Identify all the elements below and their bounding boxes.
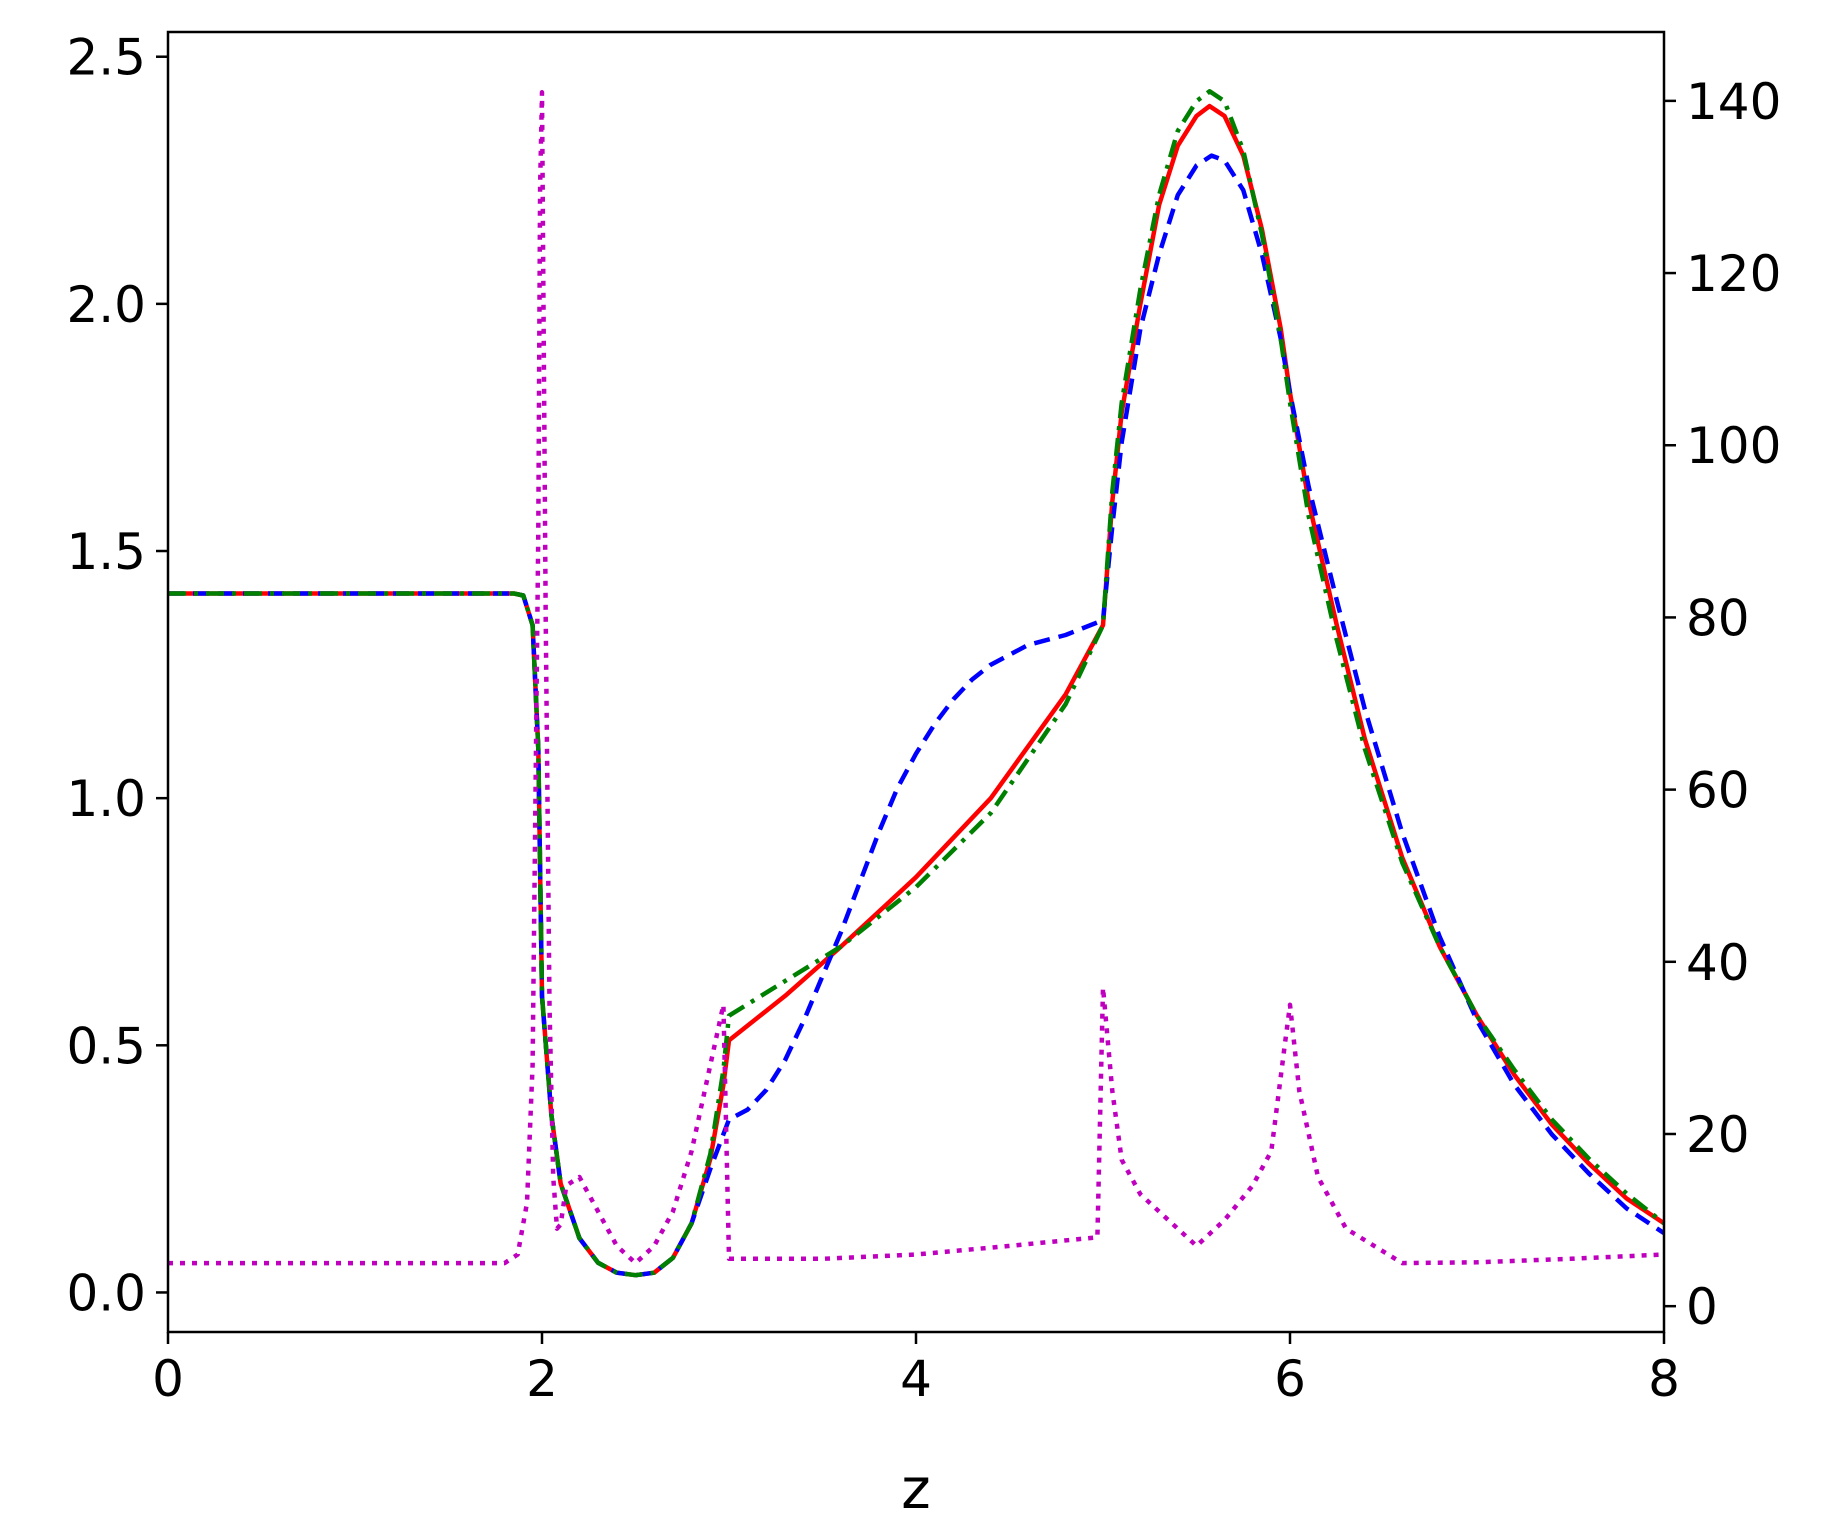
y-tick-label: 1.0 [66, 770, 146, 828]
x-axis-label: z [901, 1457, 930, 1522]
x-tick-label: 6 [1274, 1350, 1306, 1408]
series-line-3 [168, 90, 1665, 1266]
series-line-2 [168, 89, 1666, 1278]
ticks-layer: 0 2 4 6 8 0.0 0.5 1.0 1.5 2.0 2.5 0 20 40 60 80 100 120 14… [66, 29, 1781, 1408]
y-tick-label: 0.0 [66, 1264, 146, 1322]
y2-tick-label: 40 [1686, 934, 1750, 992]
y2-tick-label: 140 [1686, 73, 1781, 131]
plot-frame [166, 30, 1666, 1334]
y2-tick-label: 60 [1686, 762, 1750, 820]
series-layer [168, 89, 1666, 1278]
y2-tick-label: 100 [1686, 417, 1781, 475]
y2-tick-label: 0 [1686, 1278, 1718, 1336]
series-line-0 [168, 103, 1666, 1278]
y2-tick-label: 120 [1686, 245, 1781, 303]
series-line-1 [168, 153, 1666, 1278]
x-tick-label: 0 [152, 1350, 184, 1408]
y-tick-label: 1.5 [66, 523, 146, 581]
y2-tick-label: 80 [1686, 589, 1750, 647]
x-tick-label: 8 [1648, 1350, 1680, 1408]
y2-tick-label: 20 [1686, 1106, 1750, 1164]
y-tick-label: 0.5 [66, 1017, 146, 1075]
y-tick-label: 2.5 [66, 29, 146, 87]
x-tick-label: 2 [526, 1350, 558, 1408]
y-tick-label: 2.0 [66, 276, 146, 334]
x-tick-label: 4 [900, 1350, 932, 1408]
